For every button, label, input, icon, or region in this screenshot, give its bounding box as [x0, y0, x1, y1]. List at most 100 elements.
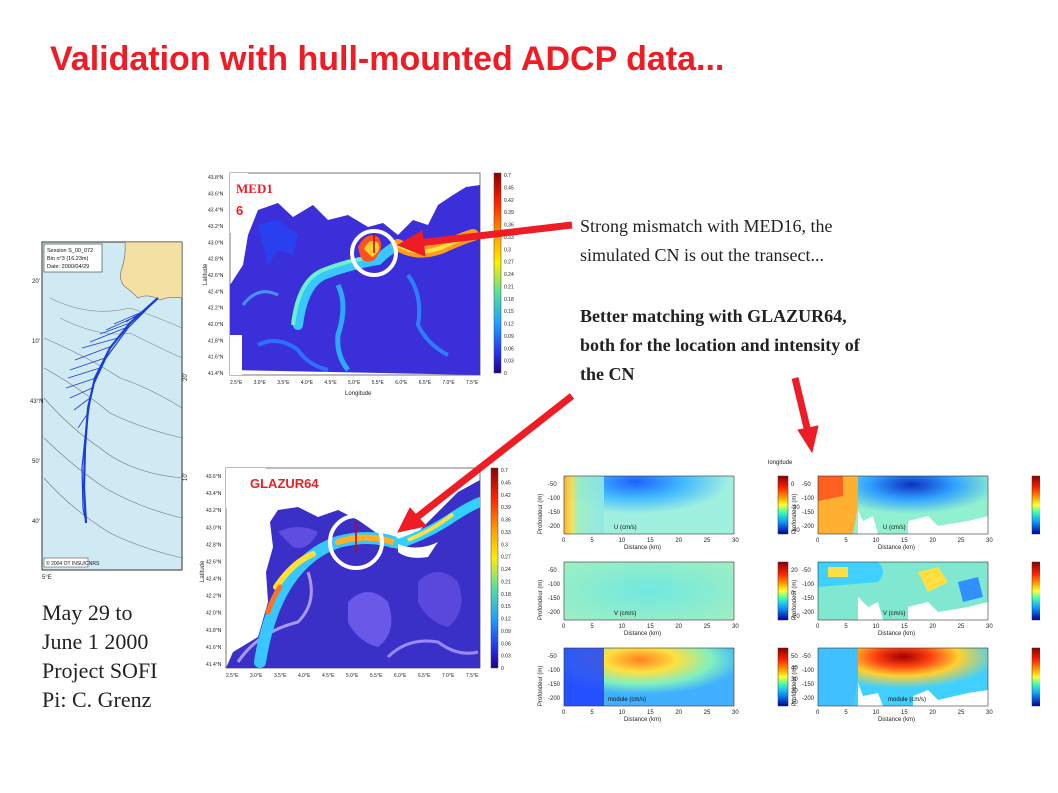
section-ylabel: Profondeur (m)	[538, 580, 544, 620]
section-colorbar-tick: 30	[791, 677, 798, 683]
med16-lon-tick: 3.5°E	[277, 380, 290, 386]
glazur64-colorbar-tick: 0.27	[501, 555, 511, 561]
section-y-tick: -150	[802, 596, 815, 602]
glazur64-colorbar-tick: 0.18	[501, 592, 511, 598]
glazur64-label: GLAZUR64	[250, 476, 319, 491]
glazur64-lat-tick: 41.4°N	[206, 662, 222, 668]
section-x-tick: 10	[873, 538, 880, 544]
adcp-track-map: Session S_00_072 Bin n°3 (16.23m) Date: …	[30, 241, 189, 581]
track-date-label: Date: 2000/04/29	[47, 264, 89, 270]
section-colorbar	[777, 475, 789, 535]
section-xlabel: Distance (km)	[878, 631, 915, 637]
glazur64-lat-tick: 41.8°N	[206, 628, 222, 634]
track-lat-tick: 43°N	[30, 399, 43, 405]
glazur64-colorbar-tick: 0.42	[501, 493, 511, 499]
section-y-tick: -50	[548, 654, 557, 660]
glazur64-colorbar-tick: 0.12	[501, 617, 511, 623]
glazur64-lon-tick: 4.5°E	[322, 673, 335, 679]
section-panel-v-model: V (cm/s)	[563, 561, 735, 621]
section-x-tick: 0	[562, 710, 566, 716]
section-xlabel: Distance (km)	[624, 545, 661, 551]
section-x-tick: 5	[844, 538, 848, 544]
med16-colorbar-tick: 0.27	[504, 260, 514, 266]
section-panel-module-model: module (cm/s)	[563, 647, 735, 707]
section-y-tick: -50	[548, 568, 557, 574]
med16-lon-tick: 6.5°E	[419, 380, 432, 386]
med16-colorbar-tick: 0.18	[504, 297, 514, 303]
section-y-tick: -200	[548, 524, 561, 530]
campaign-info: May 29 to June 1 2000 Project SOFI Pi: C…	[42, 598, 158, 714]
glazur64-colorbar-tick: 0.15	[501, 604, 511, 610]
glazur64-lon-tick: 5.5°E	[370, 673, 383, 679]
glazur64-map: GLAZUR64 43.6°N 43.4°N 43.2°N 43.0°N 42.8°N 4…	[200, 467, 511, 679]
glazur64-colorbar-tick: 0.7	[501, 468, 508, 474]
med16-lat-tick: 42.6°N	[208, 273, 224, 279]
glazur64-colorbar-tick: 0.09	[501, 629, 511, 635]
med16-lon-tick: 4.5°E	[324, 380, 337, 386]
section-var-label: V (cm/s)	[614, 611, 636, 617]
med16-colorbar-tick: 0.36	[504, 223, 514, 229]
med16-lat-tick: 42.8°N	[208, 257, 224, 263]
section-y-tick: -200	[802, 696, 815, 702]
med16-lat-tick: 42.0°N	[208, 322, 224, 328]
section-xlabel: Distance (km)	[878, 717, 915, 723]
glazur64-colorbar-tick: 0	[501, 666, 504, 672]
adcp-sections-figure: longitude U (cm/s) U (cm/s) V (cm/s) V (…	[538, 460, 1040, 723]
section-x-tick: 20	[675, 538, 682, 544]
track-lat-tick: 50'	[32, 459, 40, 465]
med16-lat-tick: 41.8°N	[208, 338, 224, 344]
section-y-tick: -100	[802, 496, 815, 502]
section-panel-module-obs: module (cm/s)	[817, 647, 989, 707]
med16-colorbar-tick: 0.21	[504, 284, 514, 290]
section-y-tick: -150	[802, 682, 815, 688]
section-colorbar-tick: 20	[791, 568, 798, 574]
campaign-info-line: June 1 2000	[42, 629, 149, 654]
glazur64-lon-tick: 2.5°E	[226, 673, 239, 679]
section-y-tick: -50	[802, 568, 811, 574]
section-y-tick: -200	[802, 610, 815, 616]
section-x-tick: 20	[929, 538, 936, 544]
mismatch-note: Strong mismatch with MED16, the simulate…	[580, 212, 980, 270]
mismatch-note-line: simulated CN is out the transect...	[580, 245, 824, 265]
section-x-tick: 30	[986, 538, 993, 544]
med16-lon-tick: 6.0°E	[395, 380, 408, 386]
glazur64-lon-tick: 6.5°E	[418, 673, 431, 679]
campaign-info-line: May 29 to	[42, 600, 133, 625]
section-y-tick: -100	[548, 668, 561, 674]
section-ylabel: Profondeur (m)	[538, 666, 544, 706]
section-x-tick: 0	[562, 624, 566, 630]
med16-label: MED1	[236, 181, 273, 196]
section-panel-v-obs: V (cm/s)	[817, 561, 989, 621]
section-y-tick: -150	[548, 682, 561, 688]
section-x-tick: 10	[873, 710, 880, 716]
glazur64-lat-tick: 41.6°N	[206, 645, 222, 651]
section-x-tick: 30	[732, 624, 739, 630]
glazur64-colorbar	[490, 467, 499, 669]
section-y-tick: -200	[548, 610, 561, 616]
section-x-tick: 10	[619, 710, 626, 716]
section-x-tick: 25	[704, 538, 711, 544]
section-x-tick: 15	[647, 710, 654, 716]
section-ylabel: Profondeur (m)	[792, 580, 798, 620]
track-lon-tick: 10'	[183, 473, 189, 481]
section-y-tick: -50	[802, 654, 811, 660]
section-colorbar-tick: -40	[791, 528, 800, 534]
section-colorbar-tick: -20	[791, 505, 800, 511]
section-x-tick: 0	[816, 538, 820, 544]
glazur64-ylabel: Latitude	[200, 560, 206, 582]
med16-map: MED1 6 43.8°N 43.6°N 43.4°N 43.2°N 43.0°N 42.…	[203, 172, 514, 397]
section-x-tick: 25	[704, 710, 711, 716]
section-x-tick: 5	[844, 624, 848, 630]
glazur64-lat-tick: 42.0°N	[206, 611, 222, 617]
section-x-tick: 30	[986, 624, 993, 630]
med16-colorbar	[493, 172, 502, 374]
section-x-tick: 15	[901, 710, 908, 716]
section-x-tick: 30	[986, 710, 993, 716]
section-x-tick: 20	[675, 624, 682, 630]
med16-colorbar-tick: 0.3	[504, 247, 511, 253]
glazur64-colorbar-tick: 0.3	[501, 542, 508, 548]
med16-colorbar-tick: 0.15	[504, 309, 514, 315]
section-var-label: U (cm/s)	[883, 525, 906, 531]
glazur64-lat-tick: 42.8°N	[206, 542, 222, 548]
section-y-tick: -200	[802, 524, 815, 530]
